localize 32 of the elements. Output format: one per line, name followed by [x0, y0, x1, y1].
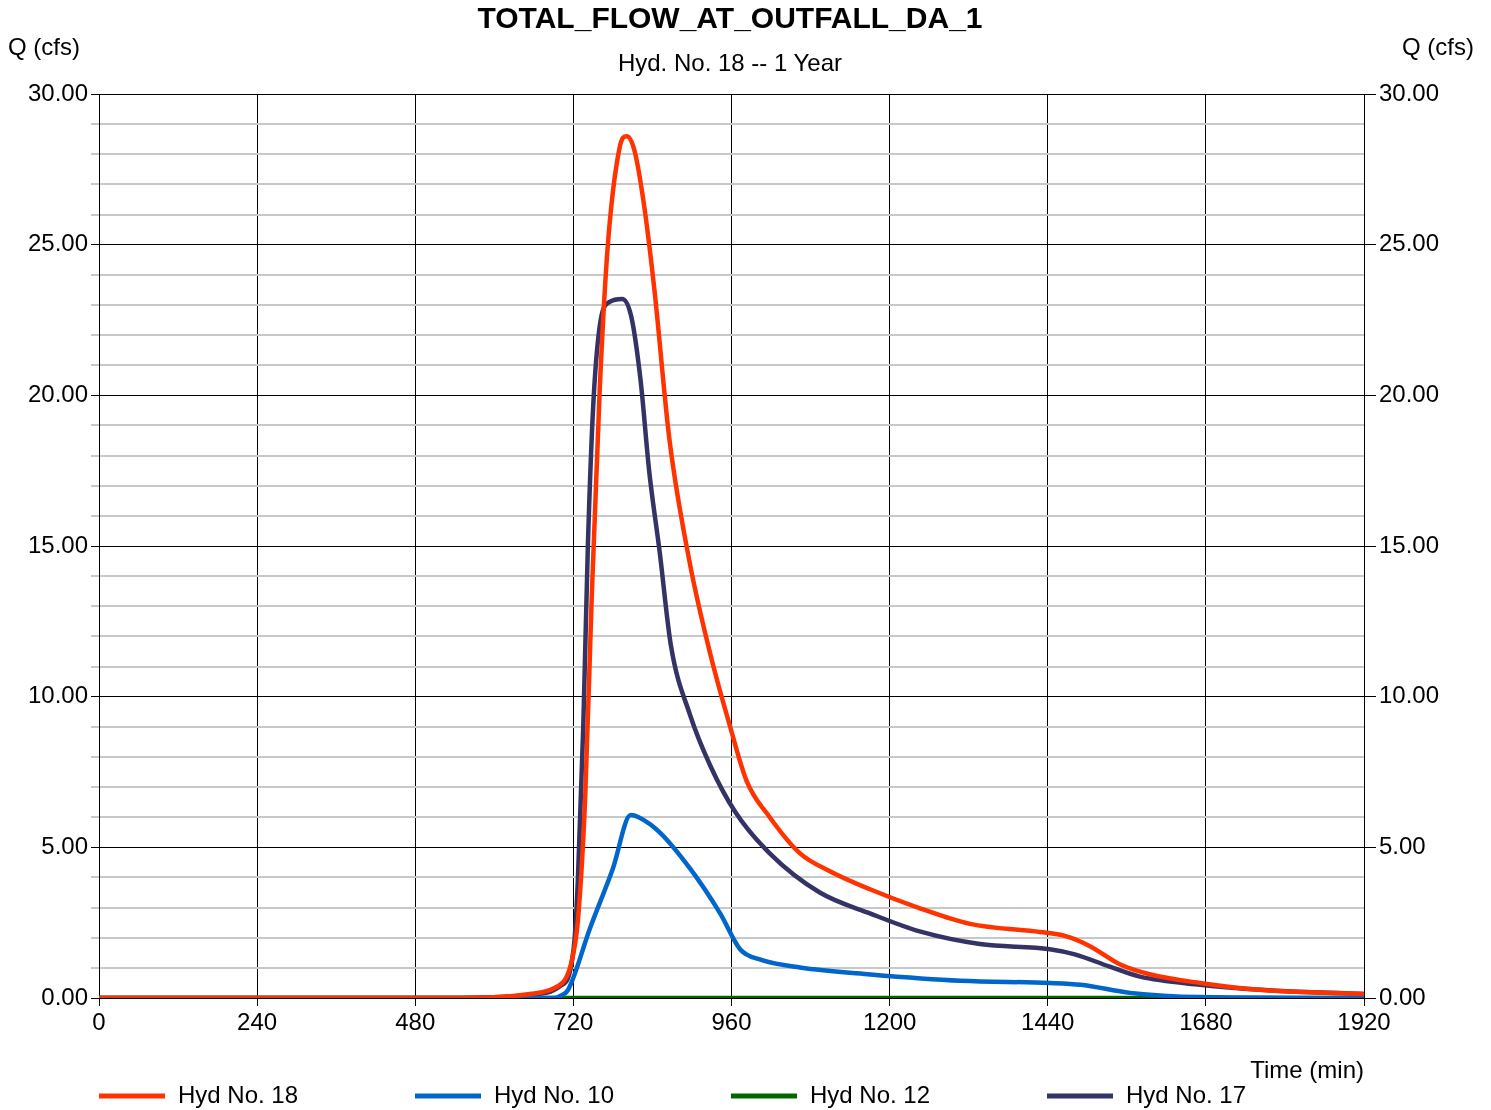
y-tick-label: 20.00: [27, 379, 88, 407]
legend-label: Hyd No. 17: [1126, 1080, 1247, 1108]
legend-label: Hyd No. 12: [810, 1080, 931, 1108]
x-tick-label: 960: [711, 1008, 752, 1036]
y2-tick-label: 25.00: [1379, 229, 1440, 257]
y2-tick-label: 30.00: [1379, 78, 1440, 106]
x-tick-label: 1920: [1337, 1008, 1391, 1036]
x-tick-label: 720: [553, 1008, 594, 1036]
y2-tick-label: 20.00: [1379, 379, 1440, 407]
y2-tick-label: 15.00: [1379, 530, 1440, 558]
y2-tick-label: 5.00: [1379, 831, 1426, 859]
x-tick-label: 480: [395, 1008, 436, 1036]
chart-title: TOTAL_FLOW_AT_OUTFALL_DA_1: [477, 1, 983, 35]
y2-axis-title: Q (cfs): [1402, 32, 1474, 60]
y2-tick-label: 0.00: [1379, 982, 1426, 1010]
x-tick-label: 1680: [1179, 1008, 1233, 1036]
y-axis-title: Q (cfs): [8, 32, 80, 60]
x-tick-label: 1200: [862, 1008, 917, 1036]
y-tick-label: 5.00: [41, 831, 88, 859]
legend-label: Hyd No. 10: [494, 1080, 615, 1108]
x-tick-label: 240: [237, 1008, 278, 1036]
x-axis-title: Time (min): [1250, 1056, 1364, 1084]
chart-subtitle: Hyd. No. 18 -- 1 Year: [617, 48, 843, 76]
x-tick-label: 1440: [1021, 1008, 1075, 1036]
x-tick-label: 0: [92, 1008, 106, 1036]
y-tick-label: 15.00: [27, 530, 88, 558]
y2-tick-label: 10.00: [1379, 681, 1440, 709]
y-tick-label: 30.00: [27, 78, 88, 106]
legend-label: Hyd No. 18: [178, 1080, 299, 1108]
y-tick-label: 0.00: [41, 982, 88, 1010]
y-tick-label: 10.00: [27, 681, 88, 709]
y-tick-label: 25.00: [27, 229, 88, 257]
